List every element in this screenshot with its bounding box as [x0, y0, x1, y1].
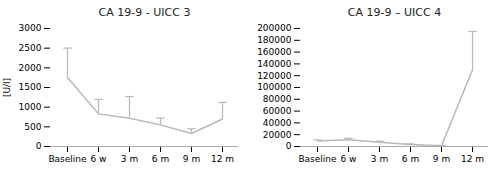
svg-text:160000: 160000 — [257, 47, 292, 57]
svg-text:6 w: 6 w — [341, 154, 357, 164]
svg-text:2500: 2500 — [19, 43, 42, 53]
svg-text:9 m: 9 m — [183, 154, 200, 164]
svg-text:Baseline: Baseline — [298, 154, 337, 164]
svg-text:40000: 40000 — [263, 118, 292, 128]
svg-text:500: 500 — [24, 122, 41, 132]
svg-text:1500: 1500 — [19, 82, 42, 92]
svg-text:CA 19-9 – UICC 4: CA 19-9 – UICC 4 — [348, 6, 441, 19]
svg-text:9 m: 9 m — [433, 154, 450, 164]
svg-text:0: 0 — [286, 141, 292, 151]
svg-text:CA 19-9 - UICC 3: CA 19-9 - UICC 3 — [99, 6, 191, 19]
svg-text:200000: 200000 — [257, 23, 292, 33]
svg-text:120000: 120000 — [257, 71, 292, 81]
svg-text:60000: 60000 — [263, 106, 292, 116]
svg-text:12 m: 12 m — [211, 154, 234, 164]
svg-text:180000: 180000 — [257, 35, 292, 45]
svg-text:2000: 2000 — [19, 63, 42, 73]
svg-text:3000: 3000 — [19, 23, 42, 33]
svg-text:6 w: 6 w — [91, 154, 107, 164]
svg-text:3 m: 3 m — [121, 154, 138, 164]
svg-text:Baseline: Baseline — [48, 154, 87, 164]
svg-text:3 m: 3 m — [371, 154, 388, 164]
svg-text:12 m: 12 m — [461, 154, 484, 164]
svg-text:0: 0 — [36, 141, 42, 151]
svg-text:100000: 100000 — [257, 82, 292, 92]
svg-text:6 m: 6 m — [152, 154, 169, 164]
svg-text:80000: 80000 — [263, 94, 292, 104]
svg-text:20000: 20000 — [263, 130, 292, 140]
svg-text:[U/l]: [U/l] — [2, 78, 12, 97]
svg-text:6 m: 6 m — [402, 154, 419, 164]
svg-text:140000: 140000 — [257, 59, 292, 69]
svg-text:1000: 1000 — [19, 102, 42, 112]
